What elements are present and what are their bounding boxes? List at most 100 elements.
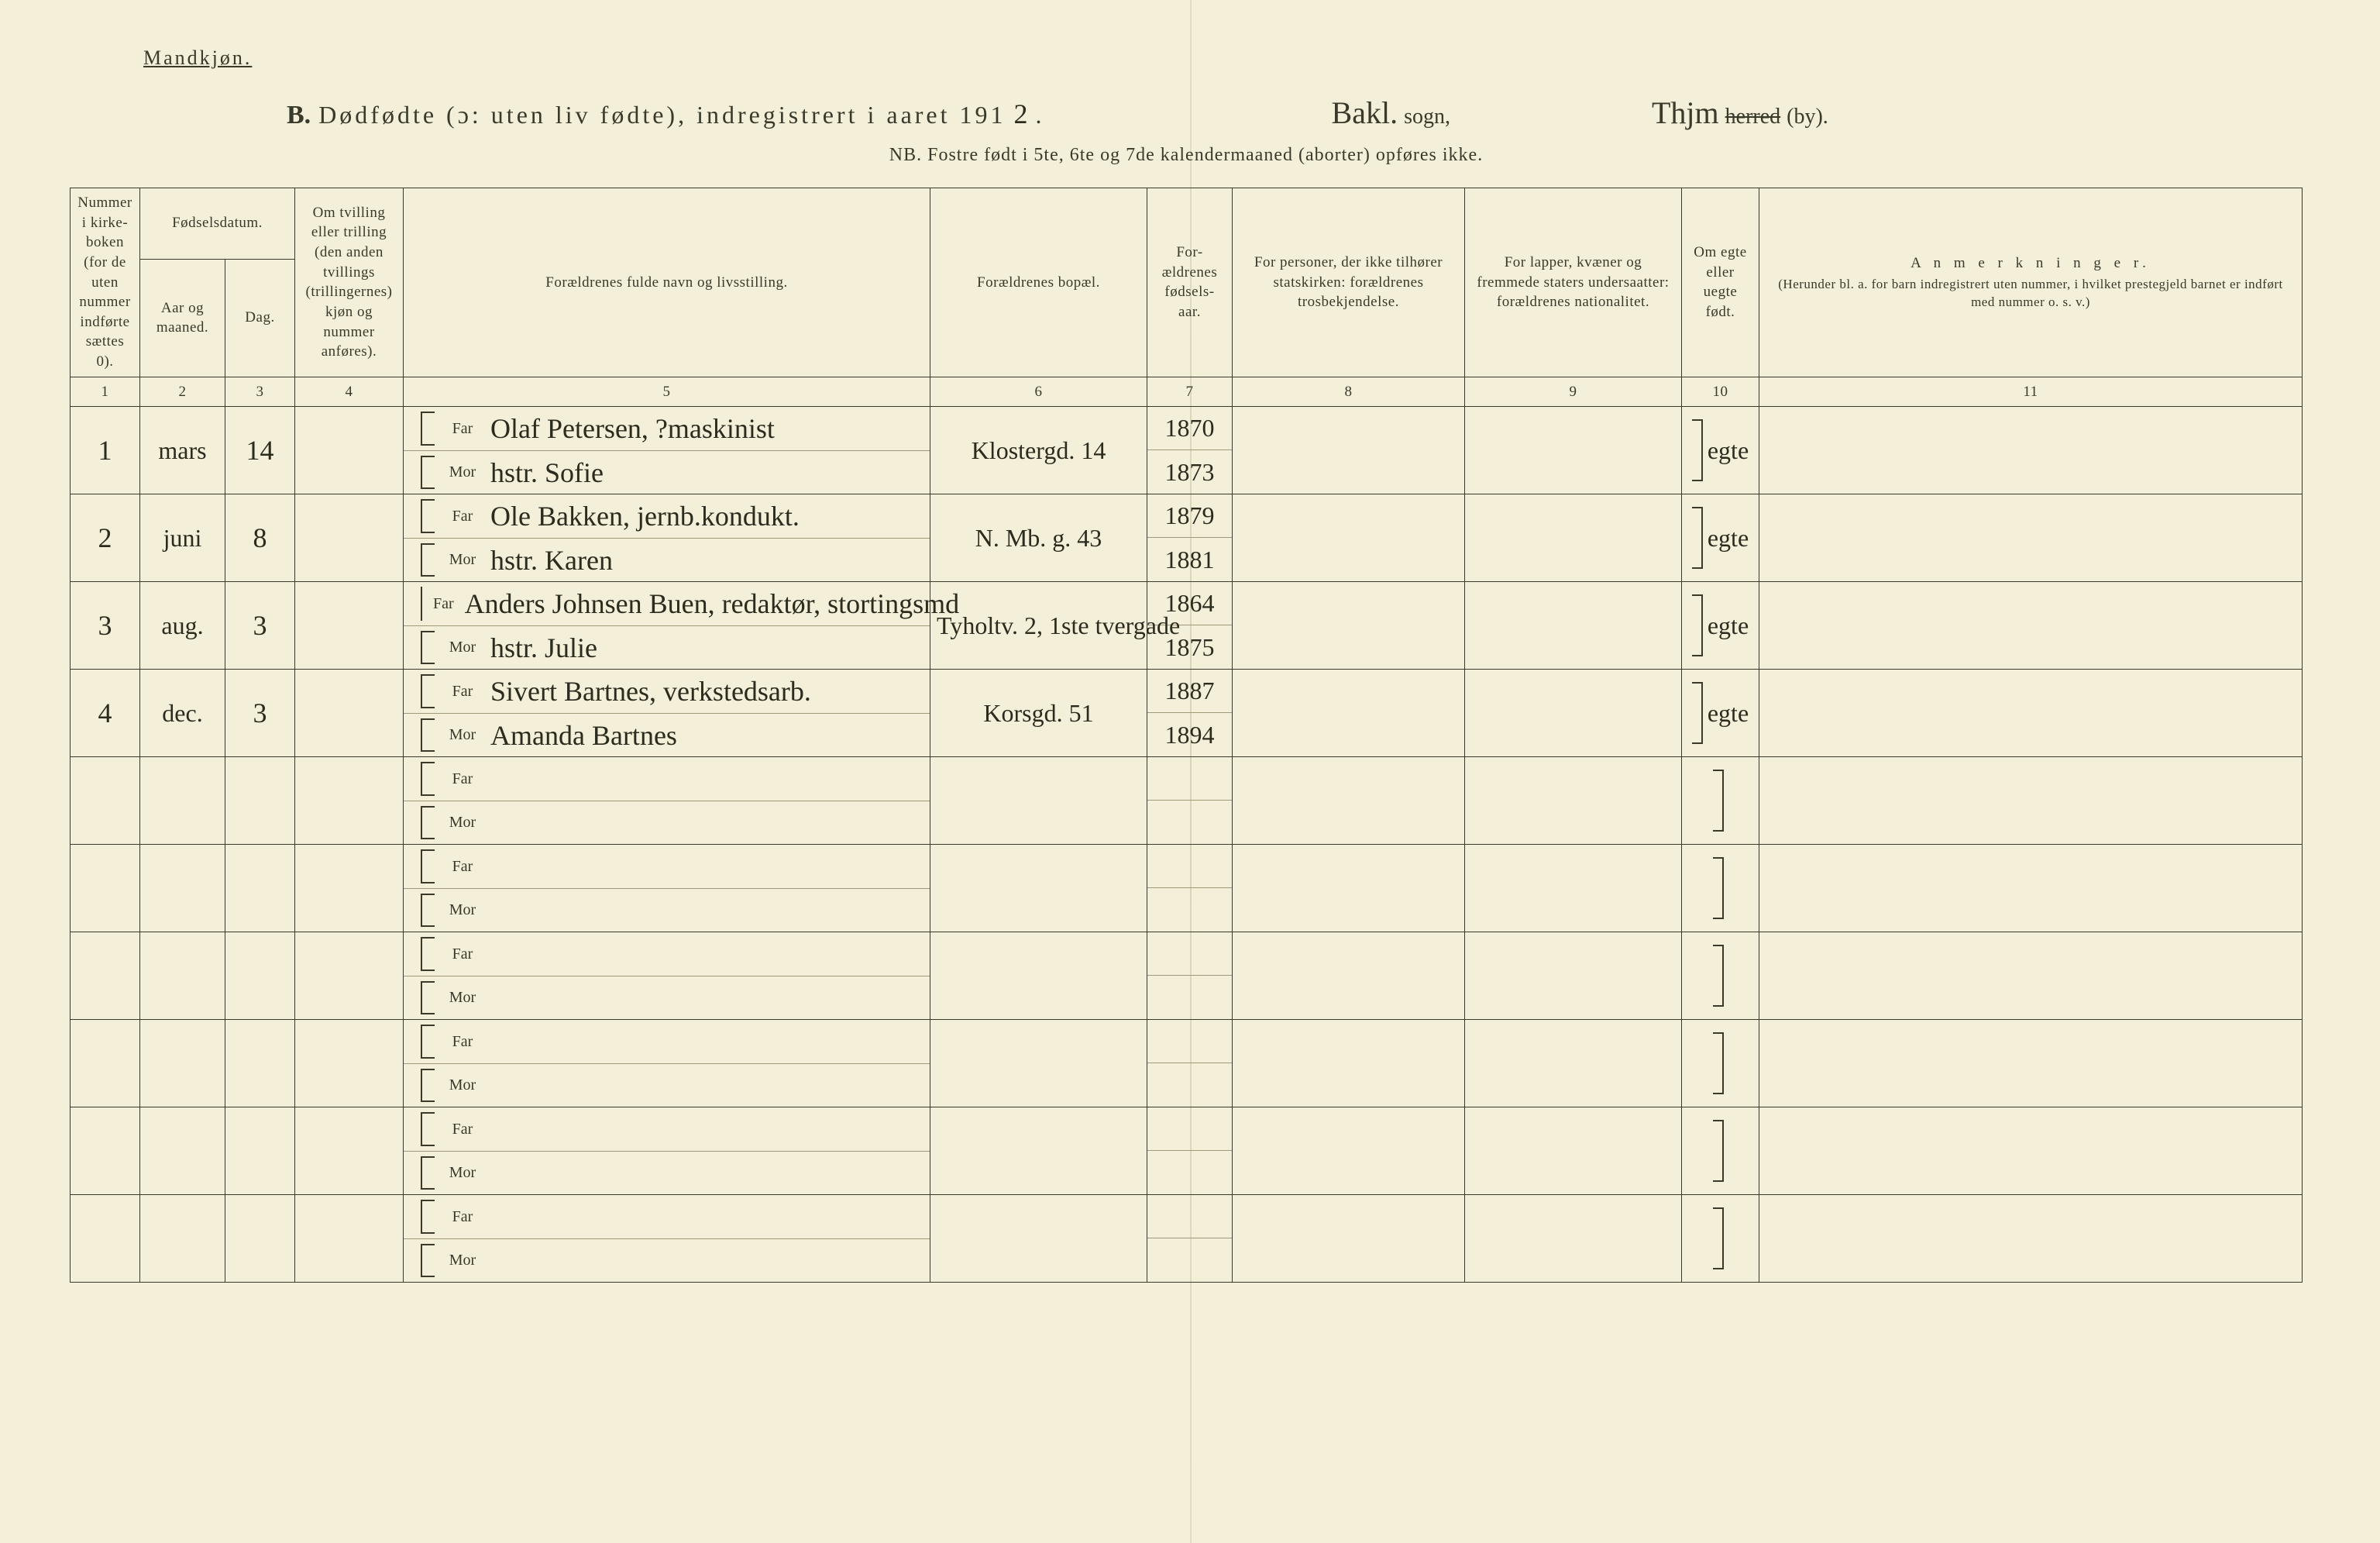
table-row: 2 juni 8 Far Ole Bakken, jernb.kondukt. … [71,494,2303,582]
bracket-icon [1713,1207,1724,1269]
cell-egte [1682,757,1759,845]
cell-day: 3 [225,582,295,670]
table-row: Far Mor [71,1107,2303,1195]
col-header-3: Dag. [225,259,295,377]
mor-name: hstr. Sofie [490,456,604,489]
far-label: Far [445,1033,480,1051]
cell-bopal: Korsgd. 51 [930,670,1147,757]
bracket-icon [421,937,435,971]
cell-remarks [1759,407,2303,494]
mor-name: hstr. Julie [490,632,597,664]
col-header-1: Nummer i kirke-boken (for de uten nummer… [71,188,140,377]
cell-day: 8 [225,494,295,582]
cell-bopal [930,1020,1147,1107]
bracket-icon [421,894,435,927]
cell-month [140,932,225,1020]
mor-label: Mor [445,1252,480,1269]
cell-birthyears: 1887 1894 [1147,670,1233,757]
cell-day [225,932,295,1020]
cell-tros [1233,1020,1465,1107]
section-letter: B. [287,101,311,130]
far-label: Far [445,420,480,438]
col-header-7: For-ældrenes fødsels-aar. [1147,188,1233,377]
cell-birthyears: 1879 1881 [1147,494,1233,582]
col-header-11: A n m e r k n i n g e r. (Herunder bl. a… [1759,188,2303,377]
cell-tros [1233,407,1465,494]
cell-twin [295,494,404,582]
cell-tros [1233,582,1465,670]
col-header-2: Aar og maaned. [140,259,225,377]
egte-value: egte [1708,611,1749,640]
cell-parents: Far Mor [404,757,930,845]
cell-parents: Far Sivert Bartnes, verkstedsarb. Mor Am… [404,670,930,757]
mor-year: 1894 [1165,721,1215,749]
bracket-icon [421,1244,435,1277]
cell-bopal: Tyholtv. 2, 1ste tvergade [930,582,1147,670]
bracket-icon [1713,857,1724,919]
colnum-9: 9 [1465,377,1682,407]
cell-month [140,1107,225,1195]
register-table: Nummer i kirke-boken (for de uten nummer… [70,188,2303,1283]
cell-twin [295,670,404,757]
cell-egte: egte [1682,582,1759,670]
cell-nation [1465,757,1682,845]
cell-month: dec. [140,670,225,757]
bracket-icon [1692,594,1703,656]
colnum-10: 10 [1682,377,1759,407]
far-label: Far [445,683,480,701]
cell-twin [295,757,404,845]
mor-label: Mor [445,1164,480,1182]
cell-nation [1465,670,1682,757]
cell-egte: egte [1682,494,1759,582]
egte-value: egte [1708,524,1749,553]
bracket-icon [421,981,435,1014]
mor-name: Amanda Bartnes [490,719,677,752]
mor-label: Mor [445,989,480,1007]
far-label: Far [445,945,480,963]
cell-num: 1 [71,407,140,494]
table-row: 3 aug. 3 Far Anders Johnsen Buen, redakt… [71,582,2303,670]
mor-name: hstr. Karen [490,544,613,577]
mor-label: Mor [445,901,480,919]
col-header-4: Om tvilling eller trilling (den anden tv… [295,188,404,377]
cell-tros [1233,1195,1465,1283]
cell-nation [1465,1107,1682,1195]
mor-year: 1873 [1165,458,1215,487]
cell-num [71,1195,140,1283]
table-row: 1 mars 14 Far Olaf Petersen, ?maskinist … [71,407,2303,494]
cell-birthyears [1147,1195,1233,1283]
cell-parents: Far Olaf Petersen, ?maskinist Mor hstr. … [404,407,930,494]
cell-egte [1682,932,1759,1020]
cell-parents: Far Mor [404,1195,930,1283]
cell-twin [295,1020,404,1107]
cell-num [71,932,140,1020]
cell-month [140,1195,225,1283]
gender-label: Mandkjøn. [143,46,252,71]
cell-month: mars [140,407,225,494]
table-row: Far Mor [71,1195,2303,1283]
herred-name: Thjm [1652,95,1719,131]
cell-nation [1465,845,1682,932]
cell-num [71,757,140,845]
cell-egte [1682,1195,1759,1283]
mor-year: 1875 [1165,633,1215,662]
far-label: Far [445,770,480,788]
cell-month: juni [140,494,225,582]
cell-num: 4 [71,670,140,757]
bracket-icon [421,1156,435,1190]
far-year: 1864 [1165,589,1215,618]
mor-label: Mor [445,551,480,569]
col-header-6: Forældrenes bopæl. [930,188,1147,377]
col-header-11-sub: (Herunder bl. a. for barn indregistrert … [1766,276,2296,312]
cell-remarks [1759,845,2303,932]
sogn-name: Bakl. [1332,95,1398,131]
cell-day [225,757,295,845]
colnum-3: 3 [225,377,295,407]
cell-parents: Far Ole Bakken, jernb.kondukt. Mor hstr.… [404,494,930,582]
table-row: Far Mor [71,845,2303,932]
mor-label: Mor [445,1076,480,1094]
title-year: 2 [1014,98,1028,130]
mor-year: 1881 [1165,546,1215,574]
bracket-icon [421,1025,435,1059]
cell-remarks [1759,1107,2303,1195]
